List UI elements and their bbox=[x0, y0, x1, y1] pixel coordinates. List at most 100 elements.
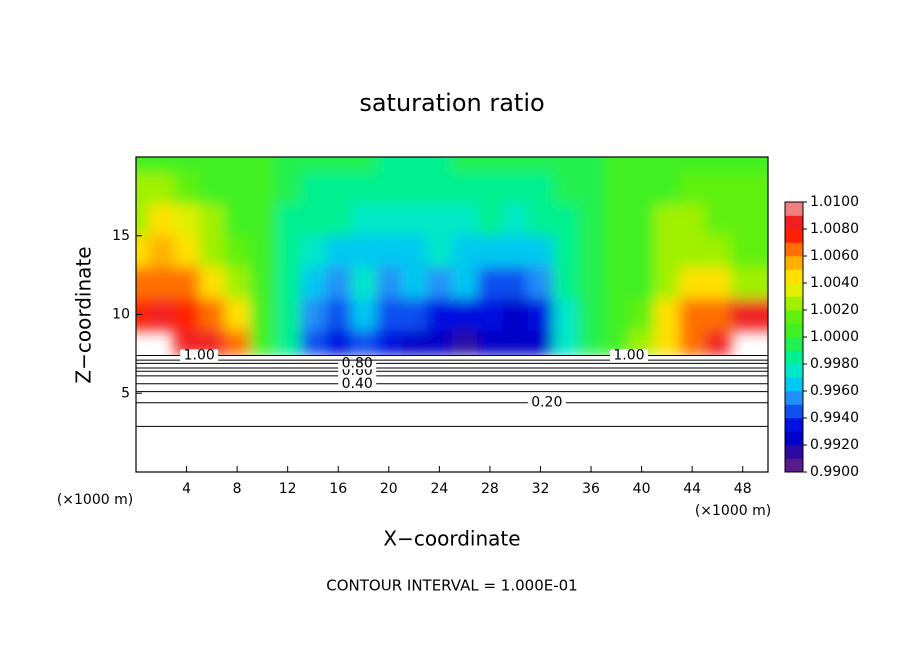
x-tick-label: 8 bbox=[233, 481, 242, 497]
colorbar-band bbox=[785, 269, 803, 284]
field-cell bbox=[148, 298, 175, 331]
field-cell bbox=[654, 267, 681, 300]
contour-label: 0.40 bbox=[342, 376, 373, 392]
field bbox=[136, 157, 768, 356]
colorbar-band bbox=[785, 310, 803, 324]
field-cell bbox=[173, 204, 200, 237]
field-cell bbox=[553, 330, 579, 356]
field-cell bbox=[426, 330, 453, 356]
field-cell bbox=[275, 235, 301, 268]
colorbar-label: 1.0000 bbox=[810, 329, 859, 345]
field-cell bbox=[376, 298, 402, 331]
field-cell bbox=[755, 235, 768, 268]
field-cell bbox=[679, 204, 706, 237]
field-cell bbox=[502, 330, 529, 356]
field-cell bbox=[578, 235, 605, 268]
field-cell bbox=[249, 267, 276, 300]
field-cell bbox=[578, 330, 605, 356]
colorbar-band bbox=[785, 404, 803, 419]
field-cell bbox=[704, 330, 731, 356]
field-cell bbox=[376, 267, 402, 300]
x-tick-label: 40 bbox=[633, 481, 651, 497]
field-cell bbox=[173, 172, 200, 205]
field-cell bbox=[527, 172, 554, 205]
x-tick-label: 48 bbox=[734, 481, 752, 497]
field-cell bbox=[553, 157, 579, 174]
colorbar-label: 1.0060 bbox=[810, 248, 859, 264]
contour-label: 1.00 bbox=[613, 347, 644, 363]
field-cell bbox=[452, 172, 478, 205]
field-cell bbox=[452, 204, 478, 237]
field-cell bbox=[730, 204, 756, 237]
x-tick-label: 44 bbox=[683, 481, 701, 497]
field-cell bbox=[199, 267, 225, 300]
field-cell bbox=[136, 204, 150, 237]
colorbar-band bbox=[785, 229, 803, 243]
colorbar-band bbox=[785, 337, 803, 351]
field-cell bbox=[300, 267, 327, 300]
field-cell bbox=[628, 172, 655, 205]
colorbar-band bbox=[785, 458, 803, 473]
field-cell bbox=[173, 298, 200, 331]
field-cell bbox=[249, 330, 276, 356]
field-cell bbox=[350, 157, 377, 174]
field-cell bbox=[224, 298, 251, 331]
field-cell bbox=[704, 204, 731, 237]
field-cell bbox=[654, 204, 681, 237]
y-axis-label: Z−coordinate bbox=[72, 246, 96, 383]
contour-label: 0.80 bbox=[342, 355, 373, 371]
field-cell bbox=[350, 204, 377, 237]
colorbar-band bbox=[785, 391, 803, 405]
y-tick-label: 5 bbox=[121, 385, 130, 401]
field-cell bbox=[603, 204, 630, 237]
field-cell bbox=[578, 204, 605, 237]
field-cell bbox=[148, 157, 175, 174]
field-cell bbox=[502, 235, 529, 268]
colorbar-band bbox=[785, 377, 803, 392]
x-unit-left: (×1000 m) bbox=[57, 492, 133, 508]
field-cell bbox=[300, 157, 327, 174]
field-cell bbox=[679, 330, 706, 356]
field-cell bbox=[300, 235, 327, 268]
field-cell bbox=[628, 157, 655, 174]
field-cell bbox=[350, 172, 377, 205]
field-cell bbox=[477, 235, 504, 268]
field-cell bbox=[275, 157, 301, 174]
field-cell bbox=[275, 204, 301, 237]
field-cell bbox=[401, 298, 428, 331]
contour-label-bg bbox=[527, 396, 566, 409]
field-cell bbox=[755, 204, 768, 237]
contour-interval: CONTOUR INTERVAL = 1.000E-01 bbox=[326, 577, 577, 595]
colorbar-label: 0.9920 bbox=[810, 437, 859, 453]
field-cell bbox=[401, 267, 428, 300]
field-cell bbox=[452, 235, 478, 268]
field-cell bbox=[136, 157, 150, 174]
field-cell bbox=[452, 330, 478, 356]
field-cell bbox=[755, 157, 768, 174]
field-cell bbox=[426, 157, 453, 174]
field-cell bbox=[148, 235, 175, 268]
field-cell bbox=[578, 298, 605, 331]
field-cell bbox=[730, 157, 756, 174]
field-cell bbox=[275, 267, 301, 300]
field-cell bbox=[249, 157, 276, 174]
field-cell bbox=[502, 172, 529, 205]
x-axis-label: X−coordinate bbox=[383, 527, 520, 551]
field-cell bbox=[553, 267, 579, 300]
field-cell bbox=[679, 157, 706, 174]
y-tick-label: 10 bbox=[112, 307, 130, 323]
field-cell bbox=[401, 157, 428, 174]
field-cell bbox=[300, 330, 327, 356]
colorbar-label: 0.9980 bbox=[810, 356, 859, 372]
field-cell bbox=[628, 298, 655, 331]
field-cell bbox=[603, 172, 630, 205]
field-cell bbox=[628, 204, 655, 237]
field-cell bbox=[249, 235, 276, 268]
field-cell bbox=[224, 235, 251, 268]
field-cell bbox=[275, 172, 301, 205]
field-cell bbox=[527, 235, 554, 268]
field-cell bbox=[136, 172, 150, 205]
field-cell bbox=[199, 235, 225, 268]
colorbar-label: 1.0040 bbox=[810, 275, 859, 291]
